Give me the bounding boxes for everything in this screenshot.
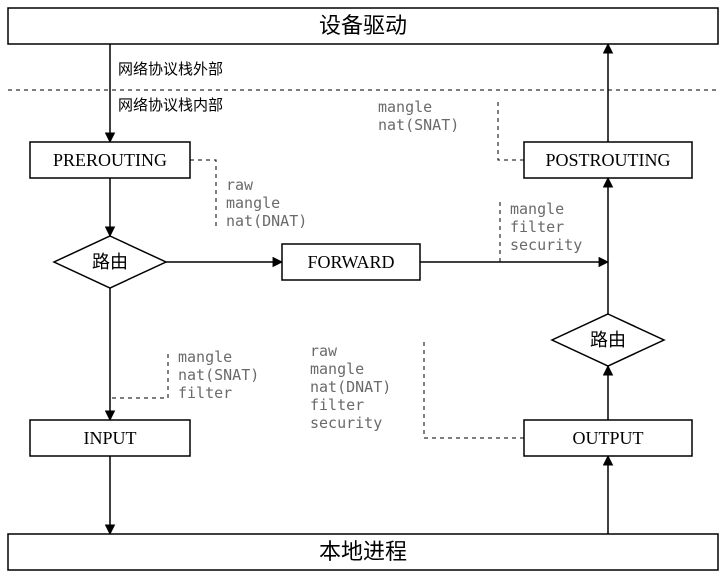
note-prerouting-2: nat(DNAT) [226, 212, 307, 230]
label-route-left: 路由 [92, 252, 128, 272]
note-output-4: security [310, 414, 382, 432]
leader-postrouting [498, 100, 524, 160]
flowchart: 设备驱动 网络协议栈外部 网络协议栈内部 PREROUTING POSTROUT… [0, 0, 726, 579]
note-input-2: filter [178, 384, 232, 402]
label-postrouting: POSTROUTING [545, 150, 670, 170]
leader-input [110, 350, 168, 420]
note-forward-1: filter [510, 218, 564, 236]
label-stack-outer: 网络协议栈外部 [118, 61, 223, 78]
note-prerouting-0: raw [226, 176, 254, 194]
label-route-right: 路由 [590, 330, 626, 350]
note-input-1: nat(SNAT) [178, 366, 259, 384]
note-forward-0: mangle [510, 200, 564, 218]
label-prerouting: PREROUTING [53, 150, 167, 170]
leader-output [424, 342, 524, 438]
note-input-0: mangle [178, 348, 232, 366]
note-prerouting-1: mangle [226, 194, 280, 212]
note-postrouting-1: nat(SNAT) [378, 116, 459, 134]
label-stack-inner: 网络协议栈内部 [118, 97, 223, 114]
note-output-2: nat(DNAT) [310, 378, 391, 396]
note-postrouting-0: mangle [378, 98, 432, 116]
note-output-1: mangle [310, 360, 364, 378]
note-output-3: filter [310, 396, 364, 414]
leader-prerouting [190, 160, 216, 226]
label-output: OUTPUT [573, 428, 644, 448]
note-forward-2: security [510, 236, 582, 254]
label-forward: FORWARD [307, 252, 394, 272]
note-output-0: raw [310, 342, 338, 360]
label-device-driver: 设备驱动 [319, 13, 407, 38]
label-local-process: 本地进程 [319, 539, 407, 564]
label-input: INPUT [84, 428, 137, 448]
